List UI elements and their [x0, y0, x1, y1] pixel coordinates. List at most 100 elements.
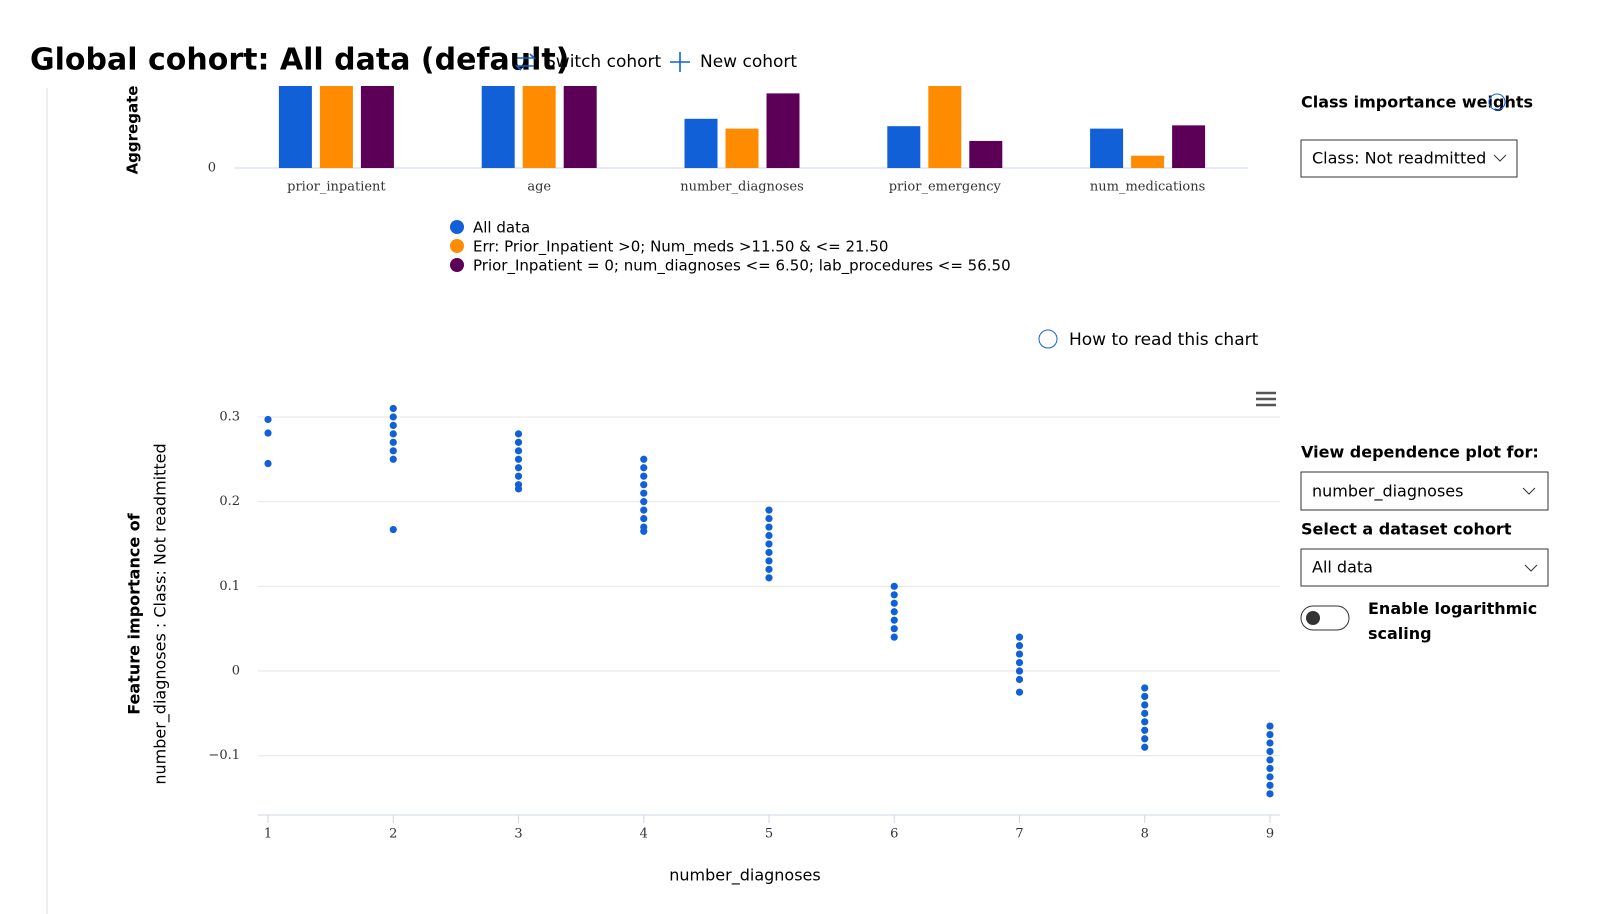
point: [765, 523, 773, 531]
point: [1141, 692, 1149, 701]
point: [1141, 735, 1149, 743]
feature-dropdown[interactable]: number_diagnoses: [1300, 471, 1549, 511]
point: [1266, 773, 1274, 781]
point: [640, 498, 648, 506]
x-axis-label: number_diagnoses: [669, 866, 820, 886]
point: [389, 455, 397, 463]
help-link[interactable]: How to read this chart: [1038, 329, 1259, 350]
dropdown-value: All data: [1312, 558, 1373, 577]
point: [1015, 642, 1024, 650]
point: [765, 540, 773, 548]
point: [264, 415, 272, 424]
point: [1015, 633, 1024, 641]
y-tick-label: 0.3: [219, 409, 240, 424]
point: [640, 514, 648, 523]
point: [640, 489, 648, 497]
point: [640, 472, 648, 480]
page-title: Global cohort: All data (default): [30, 43, 569, 78]
info-icon[interactable]: [1488, 93, 1506, 111]
switch-cohort-button[interactable]: Switch cohort: [515, 52, 662, 72]
point: [890, 599, 898, 607]
point: [514, 430, 523, 438]
dropdown-box: [1300, 471, 1549, 511]
point: [640, 481, 648, 489]
y-tick-label: −0.1: [208, 748, 240, 763]
bar: [1172, 125, 1206, 168]
chevron: [1522, 487, 1536, 495]
point: [389, 413, 397, 421]
point: [1015, 675, 1024, 684]
bar: [1090, 128, 1124, 168]
x-tick-label: num_medications: [1090, 180, 1205, 195]
bar: [928, 86, 962, 168]
point: [514, 464, 523, 472]
point: [1015, 650, 1024, 658]
field-label: View dependence plot for:: [1301, 443, 1539, 462]
point: [890, 591, 898, 599]
x-tick-label: prior_inpatient: [287, 180, 386, 195]
bar: [522, 86, 556, 168]
toggle-knob: [1306, 611, 1320, 625]
x-tick-label: 7: [1015, 827, 1023, 842]
x-tick-label: 4: [640, 827, 648, 842]
point: [1266, 747, 1274, 756]
legend-marker: [450, 220, 464, 234]
bar: [887, 126, 921, 168]
point: [1015, 667, 1024, 675]
bar: [563, 86, 597, 168]
plus-icon: [670, 52, 690, 72]
point: [1266, 730, 1274, 739]
bar: [319, 86, 353, 168]
x-tick-label: 5: [765, 827, 773, 842]
point: [1015, 688, 1024, 696]
bar: [278, 86, 312, 168]
x-tick-label: 8: [1141, 827, 1149, 842]
x-tick-label: 1: [264, 827, 272, 842]
point: [1266, 722, 1274, 730]
toggle-label: Enable logarithmic scaling: [1368, 599, 1538, 643]
legend-label: Prior_Inpatient = 0; num_diagnoses <= 6.…: [473, 257, 1011, 276]
point: [1266, 764, 1274, 773]
chart-menu[interactable]: [1256, 391, 1276, 407]
point: [765, 531, 773, 540]
point: [890, 582, 898, 590]
point: [514, 447, 523, 455]
point: [765, 514, 773, 523]
x-tick-label: number_diagnoses: [680, 180, 804, 195]
point: [1141, 709, 1149, 717]
point: [765, 557, 773, 565]
point: [765, 565, 773, 573]
point: [1141, 743, 1149, 751]
x-tick-label: 9: [1266, 827, 1274, 842]
x-tick-label: 3: [514, 827, 522, 842]
point: [890, 616, 898, 624]
point: [640, 527, 648, 535]
point: [765, 506, 773, 514]
cohort-dropdown[interactable]: All data: [1300, 548, 1549, 587]
point: [1141, 726, 1149, 734]
point: [1266, 781, 1274, 789]
y-axis-label: Feature importance of: [125, 512, 144, 715]
point: [890, 633, 898, 641]
dropdown-box: [1300, 139, 1518, 178]
point: [765, 574, 773, 582]
class-dropdown[interactable]: Class: Not readmitted: [1300, 139, 1518, 178]
legend-marker: [450, 258, 464, 272]
new-cohort-button[interactable]: New cohort: [670, 52, 797, 72]
point: [264, 459, 272, 468]
dropdown-value: number_diagnoses: [1312, 482, 1463, 502]
point: [389, 525, 397, 534]
legend-label: Err: Prior_Inpatient >0; Num_meds >11.50…: [473, 238, 888, 257]
point: [765, 548, 773, 557]
link-label: How to read this chart: [1069, 330, 1259, 350]
button-label: Switch cohort: [545, 52, 662, 72]
point: [1266, 739, 1274, 747]
info-icon: [1038, 329, 1058, 349]
field-label: Select a dataset cohort: [1301, 520, 1512, 539]
x-tick-label: 2: [389, 827, 397, 842]
legend-label: All data: [473, 219, 530, 237]
log-toggle[interactable]: [1300, 605, 1350, 631]
point: [640, 506, 648, 514]
chevron: [1524, 564, 1538, 572]
